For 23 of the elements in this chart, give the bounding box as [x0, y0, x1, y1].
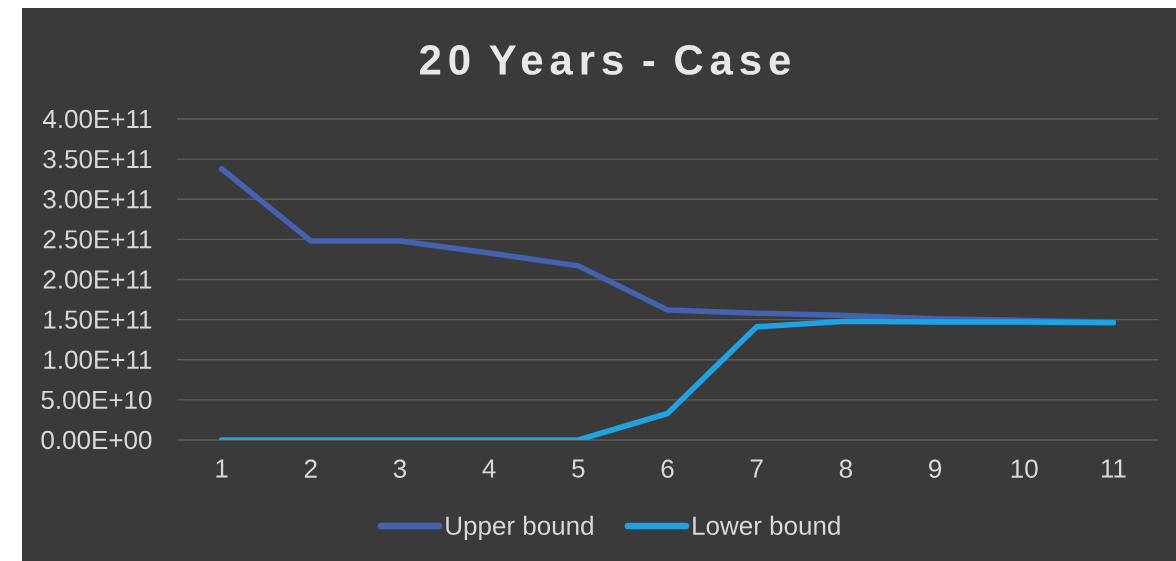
x-tick-label: 9 — [929, 459, 942, 478]
x-tick-label: 2 — [304, 459, 317, 478]
y-tick-label: 3.50E+11 — [43, 149, 152, 169]
x-tick-label: 3 — [393, 459, 407, 478]
y-tick-label: 4.00E+11 — [42, 109, 152, 129]
y-tick-label: 5.00E+10 — [41, 390, 152, 410]
x-tick-label: 10 — [1011, 459, 1038, 478]
x-tick-label: 5 — [572, 459, 585, 478]
x-tick-label: 7 — [750, 459, 763, 478]
y-tick-label: 2.00E+11 — [43, 270, 152, 289]
x-tick-label: 6 — [661, 459, 674, 478]
legend-label: Lower bound — [693, 515, 840, 535]
x-tick-label: 11 — [1101, 459, 1126, 478]
y-tick-label: 1.00E+11 — [44, 350, 152, 369]
y-tick-label: 2.50E+11 — [43, 230, 152, 249]
x-tick-label: 4 — [482, 459, 496, 478]
y-tick-label: 0.00E+00 — [41, 430, 152, 450]
legend-label: Upper bound — [446, 515, 593, 541]
chart-title: 20 Years - Case — [420, 45, 790, 75]
x-tick-label: 8 — [839, 459, 852, 478]
y-tick-label: 3.00E+11 — [43, 190, 152, 209]
y-tick-label: 1.50E+11 — [44, 310, 152, 329]
x-tick-label: 1 — [216, 459, 228, 478]
